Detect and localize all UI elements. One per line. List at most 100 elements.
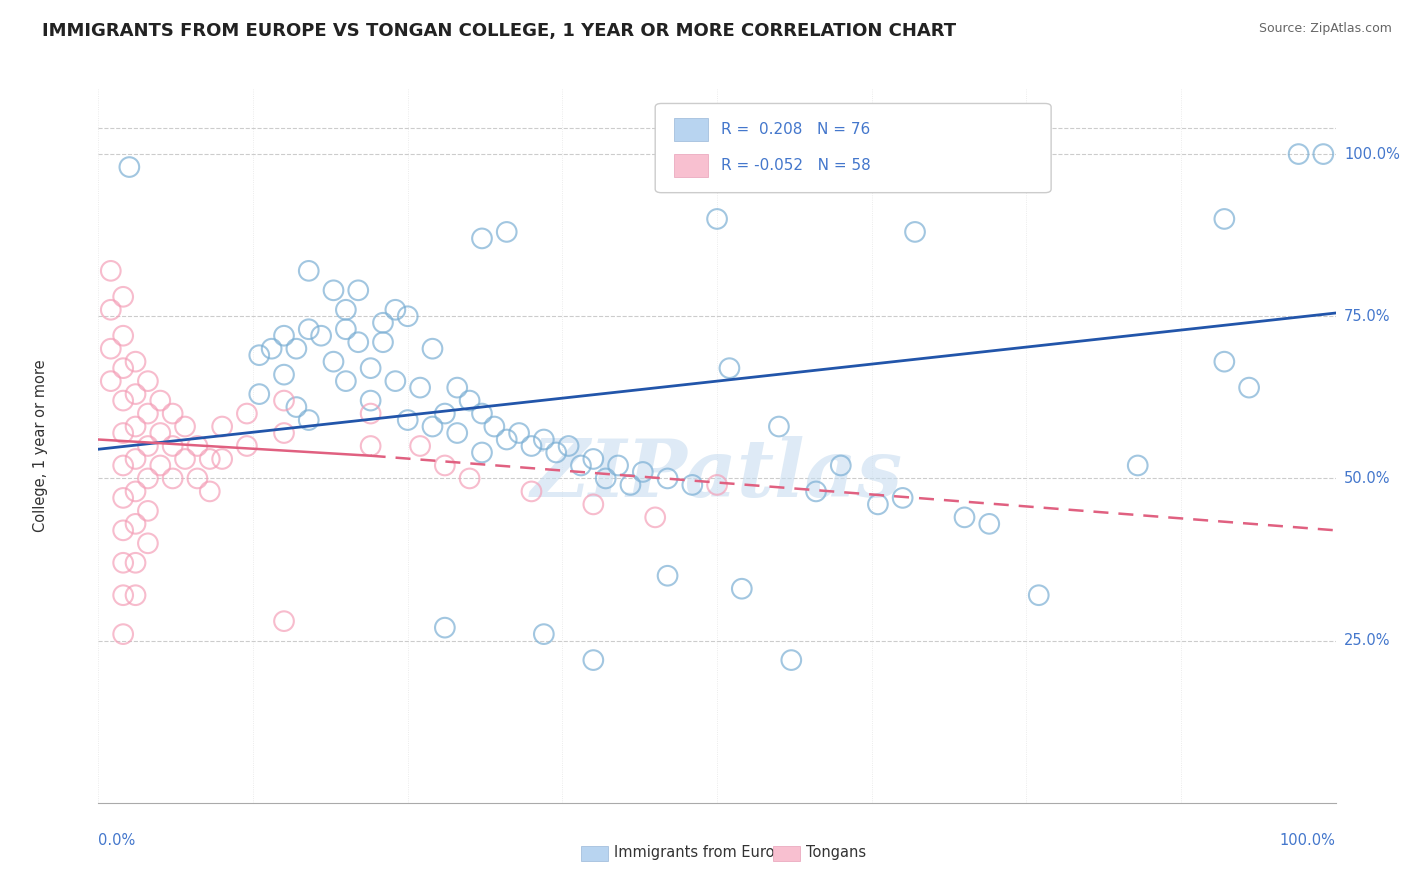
Point [112,290,135,304]
Point [211,452,233,467]
Point [830,458,852,473]
Point [273,614,295,628]
Text: College, 1 year or more: College, 1 year or more [32,359,48,533]
Point [546,445,568,459]
Bar [673,154,709,177]
Point [484,419,506,434]
Bar [581,846,609,862]
Point [211,419,233,434]
Point [162,471,184,485]
Point [866,497,889,511]
Point [136,471,159,485]
Point [595,471,617,485]
Point [162,407,184,421]
Point [247,348,270,362]
Point [247,387,270,401]
Point [124,354,146,368]
Point [136,504,159,518]
Point [118,160,141,174]
Point [124,387,146,401]
Point [198,484,221,499]
Point [124,452,146,467]
Point [298,413,321,427]
Point [433,621,456,635]
Point [335,374,357,388]
Point [384,374,406,388]
Point [706,478,728,492]
Point [631,465,654,479]
Point [149,458,172,473]
Text: 75.0%: 75.0% [1344,309,1391,324]
Point [384,302,406,317]
Point [904,225,927,239]
Point [768,419,790,434]
Point [953,510,976,524]
Point [112,588,135,602]
Point [136,407,159,421]
Point [471,445,494,459]
Point [780,653,803,667]
Point [112,524,135,538]
Point [731,582,754,596]
Point [112,627,135,641]
Point [569,458,592,473]
Point [360,393,382,408]
Point [1213,211,1236,226]
Point [273,393,295,408]
FancyBboxPatch shape [655,103,1052,193]
Point [582,497,605,511]
Point [433,407,456,421]
Point [112,328,135,343]
Point [112,458,135,473]
Text: Immigrants from Europe: Immigrants from Europe [614,846,793,860]
Text: 25.0%: 25.0% [1344,633,1391,648]
Point [347,335,370,350]
Point [236,407,259,421]
Point [335,322,357,336]
Point [285,342,308,356]
Text: R = -0.052   N = 58: R = -0.052 N = 58 [721,158,870,173]
Text: Tongans: Tongans [806,846,866,860]
Point [508,425,530,440]
Point [1213,354,1236,368]
Point [446,381,468,395]
Point [309,328,332,343]
Point [409,439,432,453]
Point [174,452,197,467]
Point [458,393,481,408]
Point [360,439,382,453]
Point [657,471,679,485]
Text: 100.0%: 100.0% [1344,146,1400,161]
Point [360,407,382,421]
Point [533,433,555,447]
Bar [773,846,800,862]
Point [124,556,146,570]
Point [335,302,357,317]
Point [162,439,184,453]
Point [718,361,741,376]
Point [273,328,295,343]
Point [298,322,321,336]
Text: ZIPatlas: ZIPatlas [531,436,903,513]
Text: R =  0.208   N = 76: R = 0.208 N = 76 [721,122,870,137]
Point [557,439,579,453]
Point [100,342,122,356]
Text: IMMIGRANTS FROM EUROPE VS TONGAN COLLEGE, 1 YEAR OR MORE CORRELATION CHART: IMMIGRANTS FROM EUROPE VS TONGAN COLLEGE… [42,22,956,40]
Point [347,283,370,297]
Point [681,478,703,492]
Point [136,536,159,550]
Point [1237,381,1260,395]
Point [112,556,135,570]
Point [124,516,146,531]
Point [495,225,517,239]
Point [433,458,456,473]
Bar [673,119,709,141]
Point [112,425,135,440]
Point [124,588,146,602]
Point [186,471,208,485]
Point [422,419,444,434]
Point [422,342,444,356]
Point [520,439,543,453]
Point [100,264,122,278]
Point [533,627,555,641]
